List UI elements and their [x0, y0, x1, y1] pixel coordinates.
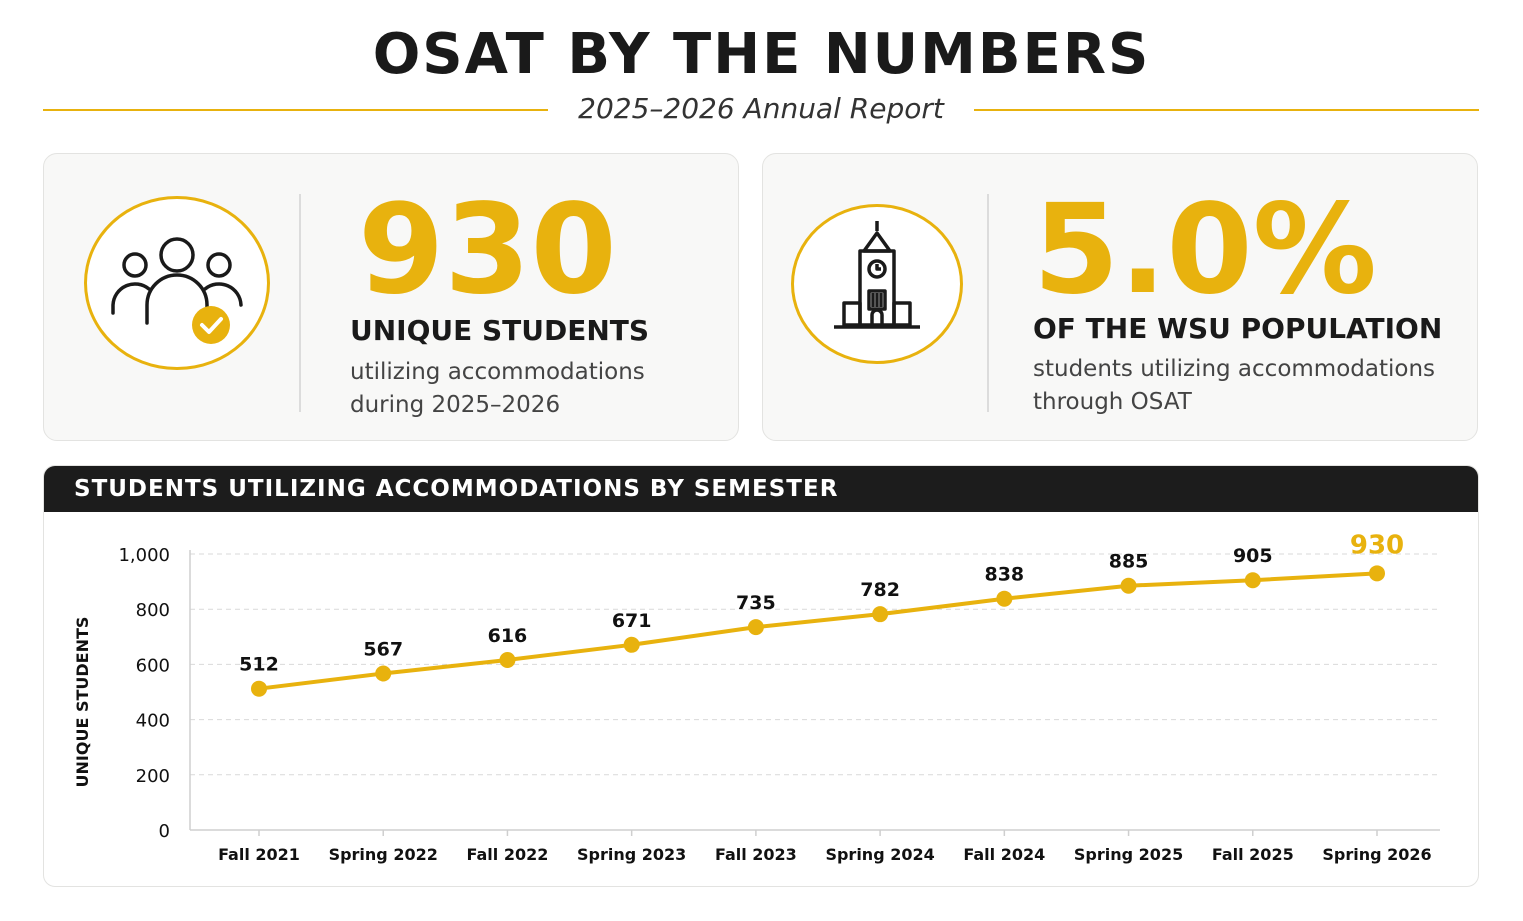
kpi-label: UNIQUE STUDENTS — [350, 314, 650, 347]
data-point — [499, 651, 516, 668]
line-chart: 0 200 400 600 800 1,000 UNIQUE STUDENTS Fall 20… — [73, 530, 1440, 864]
data-point — [251, 680, 267, 697]
data-point — [375, 665, 392, 682]
y-tick-label: 1,000 — [118, 545, 170, 566]
kpi-card-students: 930 UNIQUE STUDENTS utilizing accommodat… — [43, 153, 739, 441]
data-label: 838 — [984, 564, 1024, 586]
kpi-description: students utilizing accommodations throug… — [1033, 356, 1436, 415]
clock-tower-icon — [791, 204, 963, 364]
x-tick-label: Fall 2021 — [218, 845, 300, 864]
page-title: OSAT BY THE NUMBERS — [372, 22, 1151, 87]
data-label: 885 — [1109, 551, 1149, 573]
card-divider — [987, 194, 989, 412]
data-point — [1369, 565, 1385, 582]
x-tick-label: Fall 2025 — [1212, 845, 1294, 864]
kpi-card-population: 5.0% OF THE WSU POPULATION students util… — [762, 153, 1478, 441]
y-axis-title: UNIQUE STUDENTS — [73, 617, 92, 788]
y-tick-label: 400 — [136, 711, 170, 732]
chart-panel: 0 200 400 600 800 1,000 UNIQUE STUDENTS Fall 20… — [43, 465, 1479, 887]
kpi-value: 5.0% — [1033, 178, 1377, 322]
data-point — [623, 636, 640, 653]
title-rule-left — [43, 109, 548, 111]
data-label: 735 — [736, 592, 776, 614]
y-tick-label: 200 — [136, 766, 170, 787]
x-tick-label: Spring 2025 — [1074, 845, 1183, 864]
x-tick-label: Spring 2023 — [577, 845, 686, 864]
data-point — [747, 619, 764, 636]
data-point — [1244, 572, 1261, 589]
data-label: 567 — [363, 639, 403, 661]
y-tick-label: 600 — [136, 655, 170, 676]
y-tick-label: 800 — [136, 600, 170, 621]
page-subtitle: 2025–2026 Annual Report — [578, 92, 944, 125]
card-divider — [299, 194, 301, 412]
x-tick-label: Spring 2022 — [329, 845, 438, 864]
people-check-icon — [84, 196, 270, 370]
title-rule-right — [974, 109, 1479, 111]
x-tick-label: Fall 2022 — [467, 845, 549, 864]
series-line — [257, 571, 1379, 691]
data-label: 930 — [1350, 530, 1404, 560]
kpi-description: utilizing accommodations during 2025–202… — [350, 359, 645, 418]
data-label: 616 — [488, 625, 528, 647]
data-label: 512 — [239, 654, 279, 676]
data-point — [996, 590, 1013, 607]
kpi-value: 930 — [358, 178, 617, 322]
x-tick-label: Fall 2024 — [963, 845, 1045, 864]
kpi-label: OF THE WSU POPULATION — [1033, 312, 1443, 345]
x-tick-label: Fall 2023 — [715, 845, 797, 864]
data-label: 905 — [1233, 545, 1273, 567]
x-tick-label: Spring 2026 — [1322, 845, 1431, 864]
data-label: 671 — [612, 610, 652, 632]
chart-title: STUDENTS UTILIZING ACCOMMODATIONS BY SEM… — [74, 476, 839, 502]
y-tick-label: 0 — [159, 821, 170, 842]
x-tick-label: Spring 2024 — [825, 845, 934, 864]
data-point — [872, 606, 889, 623]
data-point — [1120, 577, 1137, 594]
chart-header: STUDENTS UTILIZING ACCOMMODATIONS BY SEM… — [44, 466, 1478, 512]
data-label: 782 — [860, 579, 900, 601]
